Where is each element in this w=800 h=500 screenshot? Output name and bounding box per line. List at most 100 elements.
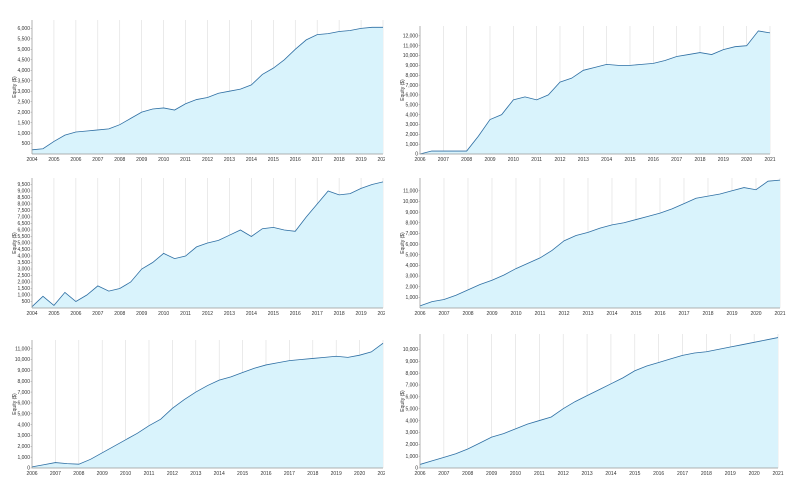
x-tick-label: 2006: [414, 311, 425, 317]
y-tick-label: 6,000: [17, 228, 30, 234]
equity-area: [32, 181, 383, 308]
x-tick-label: 2008: [114, 311, 125, 317]
y-tick-label: 4,000: [405, 112, 418, 118]
x-tick-label: 2021: [774, 311, 785, 317]
y-tick-label: 3,000: [17, 267, 30, 273]
x-tick-label: 2020: [377, 311, 385, 317]
x-tick-label: 2017: [671, 157, 682, 163]
y-tick-label: 0: [415, 466, 418, 472]
x-tick-label: 2019: [725, 471, 736, 477]
x-tick-label: 2011: [180, 311, 191, 317]
y-tick-label: 9,000: [17, 368, 30, 374]
x-tick-label: 2009: [484, 157, 495, 163]
x-tick-label: 2008: [461, 157, 472, 163]
equity-line: [31, 342, 384, 468]
chart-svg: 0 1,000 2,000 3,000 4,000 5,000 6,000 7,000 8,00…: [400, 334, 784, 477]
y-tick-label: 3,500: [17, 260, 30, 266]
x-tick-label: 2019: [356, 157, 367, 163]
y-tick-label: 3,000: [17, 89, 30, 95]
x-tick-label: 2019: [726, 311, 737, 317]
y-tick-label: 6,500: [17, 221, 30, 227]
y-tick-label: 2,000: [17, 280, 30, 286]
x-tick-label: 2015: [268, 157, 279, 163]
y-tick-label: 4,000: [17, 68, 30, 74]
y-tick-label: 12,000: [403, 34, 419, 40]
equity-chart-4: 1,000 2,000 3,000 4,000 5,000 6,000 7,000 8,000…: [395, 172, 790, 322]
y-tick-label: 3,000: [17, 433, 30, 439]
y-tick-label: 1,000: [405, 454, 418, 460]
x-tick-label: 2006: [414, 471, 425, 477]
y-axis-label: Equity ($): [12, 232, 18, 254]
x-tick-label: 2018: [334, 311, 345, 317]
x-tick-label: 2013: [224, 157, 235, 163]
x-tick-label: 2007: [92, 157, 103, 163]
y-tick-label: 10,000: [403, 347, 419, 353]
x-tick-label: 2013: [582, 311, 593, 317]
y-tick-label: 0: [27, 466, 30, 472]
chart-svg: 0 1,000 2,000 3,000 4,000 5,000 6,000 7,000 8,00…: [400, 26, 776, 163]
y-tick-label: 4,000: [17, 422, 30, 428]
x-tick-label: 2016: [648, 157, 659, 163]
x-tick-label: 2013: [224, 311, 235, 317]
x-tick-label: 2017: [312, 157, 323, 163]
x-tick-label: 2005: [48, 311, 59, 317]
x-tick-label: 2011: [144, 471, 155, 477]
x-tick-label: 2011: [534, 471, 545, 477]
y-tick-label: 7,000: [405, 383, 418, 389]
x-tick-label: 2010: [158, 157, 169, 163]
x-tick-label: 2008: [462, 471, 473, 477]
x-tick-label: 2018: [334, 157, 345, 163]
y-tick-label: 5,000: [405, 252, 418, 258]
y-tick-label: 1,000: [17, 131, 30, 137]
y-tick-label: 10,000: [15, 357, 31, 363]
x-tick-label: 2012: [202, 157, 213, 163]
x-tick-label: 2008: [462, 311, 473, 317]
y-tick-label: 9,000: [405, 210, 418, 216]
x-tick-label: 2021: [764, 157, 775, 163]
equity-chart-1: 500 1,000 1,500 2,000 2,500 3,000 3,500 4,000 4,…: [10, 6, 385, 166]
x-tick-label: 2015: [268, 311, 279, 317]
x-tick-label: 2009: [136, 157, 147, 163]
y-tick-label: 9,000: [405, 63, 418, 69]
x-tick-label: 2012: [202, 311, 213, 317]
x-tick-label: 2016: [290, 311, 301, 317]
x-tick-label: 2016: [653, 471, 664, 477]
y-tick-label: 2,000: [405, 132, 418, 138]
y-tick-label: 3,500: [17, 78, 30, 84]
x-tick-label: 2020: [749, 471, 760, 477]
y-tick-label: 4,500: [17, 247, 30, 253]
x-tick-label: 2006: [414, 157, 425, 163]
y-tick-label: 7,000: [17, 390, 30, 396]
x-tick-label: 2011: [180, 157, 191, 163]
x-tick-label: 2014: [606, 311, 617, 317]
x-tick-label: 2010: [510, 311, 521, 317]
y-tick-label: 6,000: [405, 93, 418, 99]
x-tick-label: 2007: [438, 471, 449, 477]
chart-svg: 5001,0001,5002,0002,5003,0003,5004,0004,…: [12, 178, 385, 317]
y-tick-label: 3,000: [405, 122, 418, 128]
x-tick-label: 2004: [26, 157, 37, 163]
y-tick-label: 6,000: [405, 242, 418, 248]
y-tick-label: 1,000: [405, 295, 418, 301]
x-tick-label: 2020: [750, 311, 761, 317]
y-tick-label: 2,000: [405, 442, 418, 448]
y-tick-label: 5,000: [405, 102, 418, 108]
x-tick-label: 2015: [630, 311, 641, 317]
y-axis-label: Equity ($): [400, 390, 406, 412]
equity-area: [420, 30, 770, 154]
chart-svg: 5001,0001,5002,0002,5003,0003,5004,0004,…: [12, 20, 385, 163]
equity-chart-3: 500 1,000 1,500 2,000 2,500 3,000 3,500 4,000 4,…: [10, 172, 385, 322]
x-tick-label: 2008: [73, 471, 84, 477]
x-tick-label: 2010: [158, 311, 169, 317]
x-tick-label: 2016: [260, 471, 271, 477]
x-tick-label: 2019: [331, 471, 342, 477]
x-tick-label: 2015: [624, 157, 635, 163]
x-tick-label: 2017: [284, 471, 295, 477]
y-tick-label: 2,000: [17, 444, 30, 450]
x-tick-label: 2007: [438, 157, 449, 163]
x-tick-label: 2019: [356, 311, 367, 317]
y-tick-label: 10,000: [403, 53, 419, 59]
x-tick-label: 2016: [290, 157, 301, 163]
y-axis-label: Equity ($): [12, 76, 18, 98]
y-tick-label: 8,500: [17, 195, 30, 201]
